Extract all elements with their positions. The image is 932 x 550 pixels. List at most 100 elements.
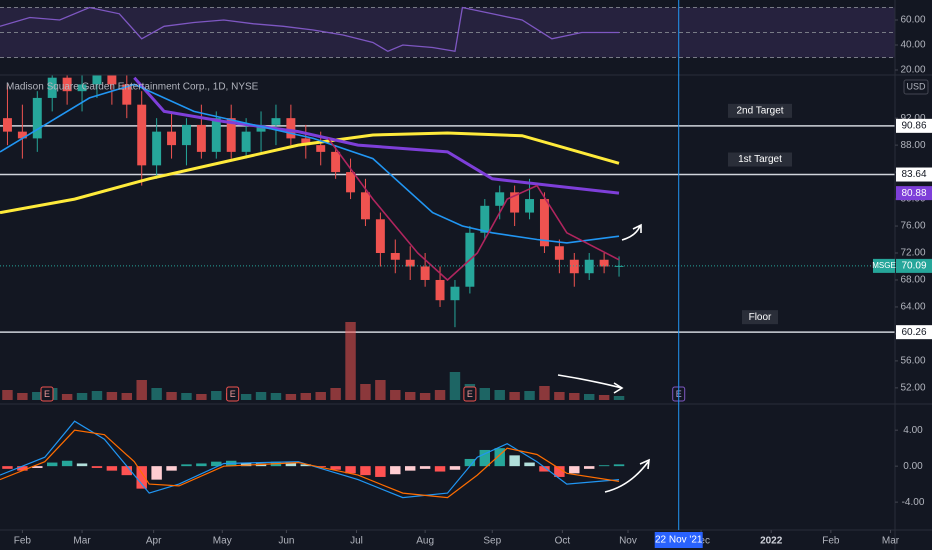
level-label: 1st Target	[738, 154, 782, 165]
volume-bar	[419, 393, 431, 400]
level-label-box	[728, 152, 792, 167]
macd-histogram-bar	[509, 455, 520, 467]
macd-tick-label: -4.00	[902, 497, 925, 508]
volume-bar	[479, 388, 491, 400]
candle-body	[256, 124, 266, 132]
candle-body	[360, 192, 370, 220]
price-tag-label: 70.09	[901, 261, 926, 272]
y-tick-label: 56.00	[900, 356, 925, 367]
candle-body	[122, 84, 132, 105]
macd-histogram-bar	[2, 466, 13, 469]
volume-bar	[136, 380, 147, 400]
macd-histogram-bar	[285, 462, 297, 467]
macd-histogram-bar	[569, 466, 580, 474]
currency: USD	[906, 81, 926, 91]
macd-histogram-bar	[404, 466, 416, 471]
signal-line	[0, 429, 620, 499]
overlay: Madison Square Garden Entertainment Corp…	[6, 0, 932, 548]
annotation-arrow	[557, 374, 624, 394]
volume-bar	[300, 393, 312, 400]
candle-body	[569, 259, 579, 274]
volume-bar	[390, 390, 401, 400]
x-tick-label: Mar	[882, 536, 900, 547]
macd-histogram-bar	[524, 462, 535, 467]
x-tick-label: Apr	[146, 536, 162, 547]
candle-body	[286, 118, 296, 139]
volume-bar	[211, 391, 222, 400]
x-tick-label: Jul	[350, 536, 363, 547]
rsi-tick-label: 60.00	[900, 15, 925, 26]
candle-body	[92, 75, 102, 85]
macd-histogram-bar	[91, 466, 103, 468]
macd-histogram-bar	[106, 466, 118, 471]
date-marker-label: 22 Nov '21	[655, 535, 703, 546]
volume-bar	[494, 390, 505, 400]
earnings-label: E	[230, 389, 236, 399]
level-label-box	[728, 103, 792, 118]
volume-bar	[345, 322, 356, 400]
volume-bar	[151, 388, 162, 400]
macd-histogram-bar	[32, 466, 43, 468]
x-tick-label: Jun	[278, 536, 294, 547]
candle-body	[226, 118, 236, 152]
rsi-tick-label: 20.00	[900, 65, 925, 76]
macd-histogram-bar	[613, 464, 625, 467]
macd-histogram-bar	[136, 466, 147, 489]
candle-body	[346, 172, 356, 193]
macd-histogram-bar	[479, 449, 491, 467]
volume-bar	[613, 396, 625, 400]
earnings-marker	[463, 386, 477, 402]
moving-average	[133, 76, 620, 195]
symbol-label: MSGE	[872, 261, 896, 270]
volume-bar	[270, 393, 282, 400]
moving-average	[327, 137, 620, 282]
y-tick-label: 64.00	[900, 302, 925, 313]
candle-body	[301, 138, 311, 146]
candle-body	[480, 205, 490, 233]
macd-histogram-bar	[121, 466, 133, 476]
candle-body	[405, 259, 415, 267]
volume-bar	[121, 393, 133, 400]
candle-body	[510, 192, 520, 213]
annotation-arrow	[621, 223, 642, 241]
macd-histogram-bar	[61, 460, 73, 467]
y-tick-label: 88.00	[900, 140, 925, 151]
price-pane	[0, 75, 895, 400]
level-label: Floor	[749, 312, 772, 323]
candle-body	[47, 77, 57, 98]
moving-average	[0, 83, 620, 244]
candle-body	[181, 124, 191, 146]
volume-bar	[2, 390, 13, 400]
candle-body	[241, 131, 251, 152]
y-tick-label: 68.00	[900, 275, 925, 286]
macd-histogram-bar	[598, 465, 610, 467]
macd-histogram-bar	[449, 466, 461, 470]
candle-body	[167, 131, 177, 146]
x-tick-label: Sep	[483, 536, 501, 547]
candle-body	[62, 77, 72, 92]
volume-bar	[61, 394, 73, 400]
volume-bar	[449, 372, 461, 400]
x-tick-label: Oct	[555, 536, 571, 547]
volume-bar	[554, 392, 565, 400]
candle-body	[32, 97, 42, 139]
x-tick-label: Nov	[619, 536, 637, 547]
candle-body	[331, 151, 341, 173]
x-tick-label: Mar	[73, 536, 91, 547]
candle-body	[495, 192, 505, 206]
macd-histogram-bar	[46, 462, 58, 467]
earnings-label: E	[44, 389, 50, 399]
volume-bar	[583, 394, 595, 400]
volume-bar	[76, 393, 88, 400]
earnings-marker	[226, 386, 240, 402]
rsi-tick-label: 40.00	[900, 40, 925, 51]
date-marker-box	[654, 532, 703, 548]
chart-title: Madison Square Garden Entertainment Corp…	[6, 82, 259, 93]
volume-bar	[509, 392, 520, 400]
rsi-pane	[0, 6, 895, 58]
candle-body	[539, 199, 549, 247]
macd-histogram-bar	[539, 466, 550, 472]
y-tick-label: 72.00	[900, 248, 925, 259]
price-tag-label: 60.26	[901, 327, 926, 338]
